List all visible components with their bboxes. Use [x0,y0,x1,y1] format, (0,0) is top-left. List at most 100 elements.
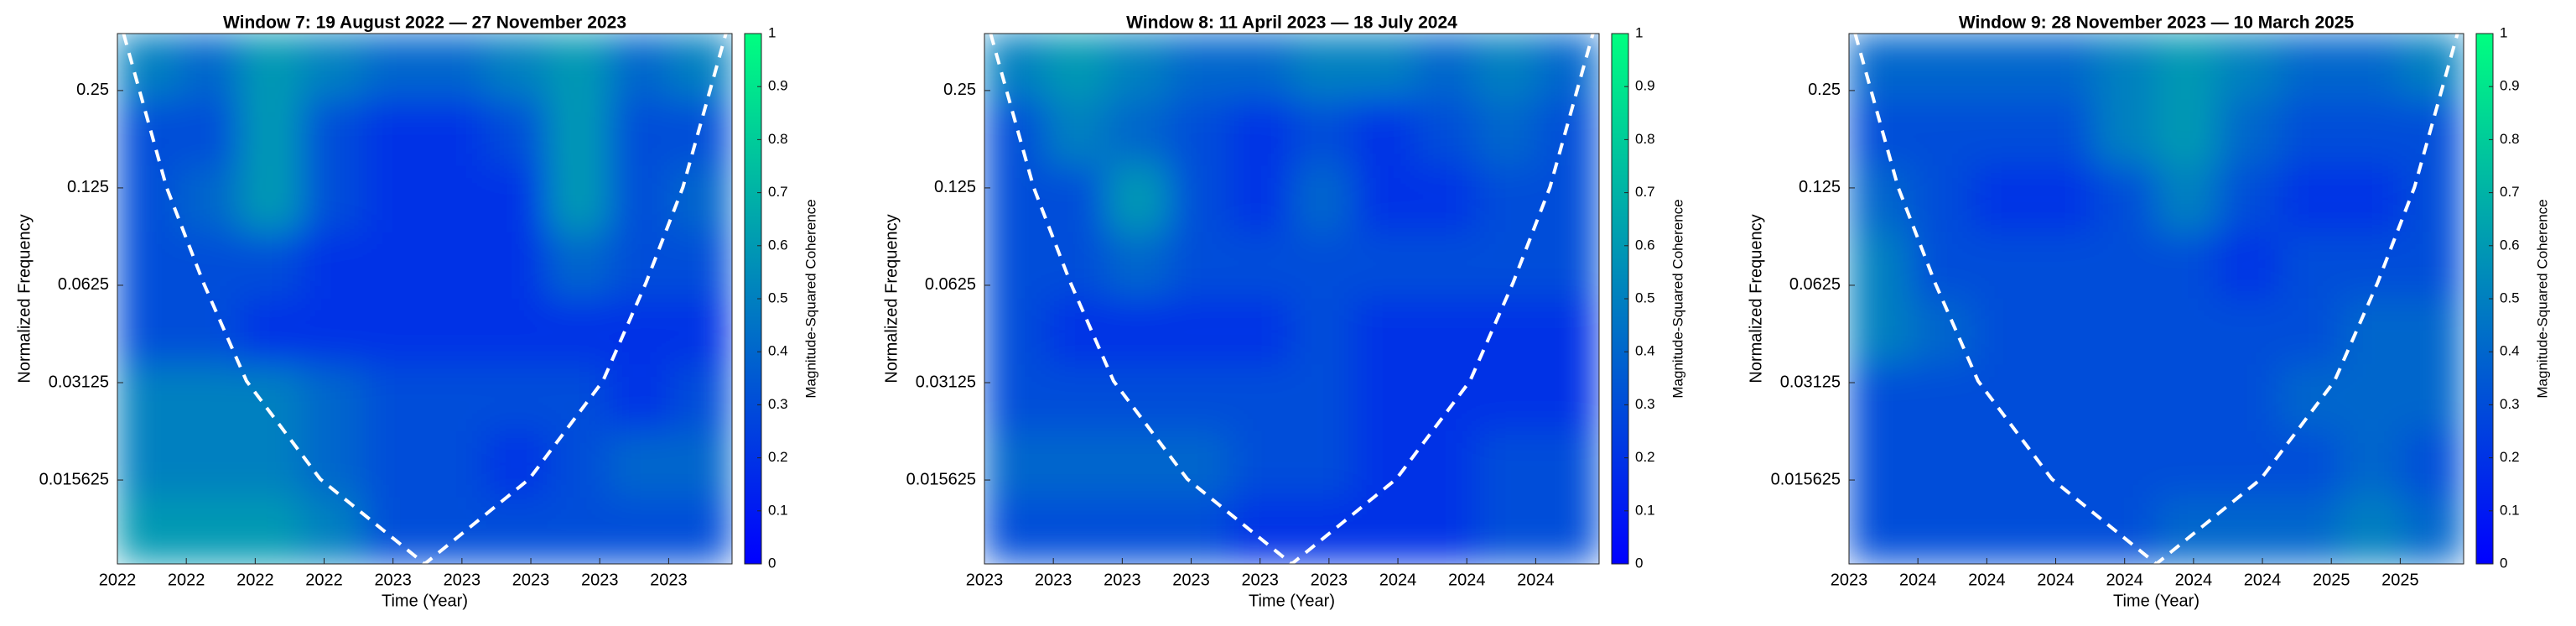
heat-cell [670,364,732,432]
colorbar-tick-label: 0.1 [2500,502,2520,518]
heat-cell [608,430,672,498]
heat-cell [1537,364,1599,432]
heat-cell [117,497,179,564]
heat-cell [2156,430,2219,498]
heat-cell [1229,99,1292,167]
heat-cell [424,430,487,498]
heat-cell [2217,430,2280,498]
y-tick-label: 0.03125 [1780,373,1841,391]
heat-cell [2278,165,2341,233]
heat-cell [1291,298,1354,366]
heat-cell [1475,430,1539,498]
heat-cell [2156,232,2219,300]
y-axis-label: Normalized Frequency [15,214,34,383]
heat-cell [301,430,364,498]
heat-cell [2402,232,2464,300]
x-axis-label: Time (Year) [382,592,468,610]
heat-cell [1045,232,1109,300]
x-tick-label: 2023 [1172,571,1210,589]
heat-cell [1537,99,1599,167]
heat-cell [240,497,303,564]
heat-cell [1353,430,1415,498]
heat-cell [984,298,1046,366]
heat-cell [301,364,364,432]
heatmap [1849,34,2464,564]
heat-cell [117,99,179,167]
colorbar-tick-label: 0.2 [1635,449,1655,465]
y-tick-label: 0.125 [1799,178,1841,196]
heat-cell [1353,34,1415,101]
heat-cell [178,165,242,233]
heat-cell [1849,165,1911,233]
heat-cell [240,99,303,167]
colorbar-tick-label: 0.9 [2500,78,2520,94]
heat-cell [117,298,179,366]
heat-cell [1353,232,1415,300]
x-tick-label: 2023 [1035,571,1072,589]
heat-cell [240,165,303,233]
x-axis-label: Time (Year) [1249,592,1335,610]
heat-cell [1291,232,1354,300]
heat-cell [178,298,242,366]
heat-cell [1971,165,2034,233]
heat-cell [984,430,1046,498]
heat-cell [1849,497,1911,564]
x-tick-label: 2024 [2175,571,2213,589]
heatmap-cells [117,34,732,564]
heat-cell [178,34,242,101]
heat-cell [2217,364,2280,432]
heat-cell [1971,99,2034,167]
heat-cell [2340,497,2403,564]
heat-cell [1475,497,1539,564]
chart-title: Window 7: 19 August 2022 — 27 November 2… [223,13,626,33]
plot-frame [984,33,1600,565]
heat-cell [1849,298,1911,366]
x-tick-label: 2023 [374,571,412,589]
colorbar-tick-label: 0.3 [768,396,788,412]
heat-cell [1849,232,1911,300]
heat-cell [2278,497,2341,564]
x-tick-label: 2022 [168,571,205,589]
heat-cell [670,430,732,498]
colorbar-tick-label: 0.9 [1635,78,1655,94]
heat-cell [117,34,179,101]
heat-cell [1849,430,1911,498]
heat-cell [2402,430,2464,498]
heat-cell [362,298,425,366]
heatmap [984,34,1599,564]
heat-cell [2094,165,2157,233]
heatmap [117,34,732,564]
heat-cell [670,497,732,564]
colorbar-tick-label: 0.5 [1635,290,1655,305]
heat-cell [1353,298,1415,366]
heat-cell [2340,430,2403,498]
heat-cell [1229,298,1292,366]
heat-cell [2340,364,2403,432]
colorbar-tick-label: 0.4 [2500,343,2520,359]
heat-cell [301,34,364,101]
y-tick-label: 0.25 [76,81,109,99]
colorbar-tick-label: 0.5 [768,290,788,305]
heat-cell [301,298,364,366]
heat-cell [240,364,303,432]
heat-cell [1107,34,1170,101]
heat-cell [1971,497,2034,564]
heat-cell [2402,497,2464,564]
heat-cell [117,232,179,300]
heat-cell [2278,34,2341,101]
x-tick-label: 2024 [1968,571,2006,589]
heat-cell [1107,298,1170,366]
colorbar-tick-label: 0.5 [2500,290,2520,305]
heat-cell [1291,364,1354,432]
chart-title: Window 8: 11 April 2023 — 18 July 2024 [1126,13,1457,33]
heat-cell [2094,497,2157,564]
colorbar-tick-label: 0.1 [768,502,788,518]
heat-cell [1045,99,1109,167]
y-tick-label: 0.0625 [925,275,976,294]
x-tick-label: 2022 [236,571,274,589]
heat-cell [608,497,672,564]
heat-cell [1475,364,1539,432]
x-tick-label: 2023 [1241,571,1279,589]
heat-cell [1971,298,2034,366]
heat-cell [486,34,548,101]
